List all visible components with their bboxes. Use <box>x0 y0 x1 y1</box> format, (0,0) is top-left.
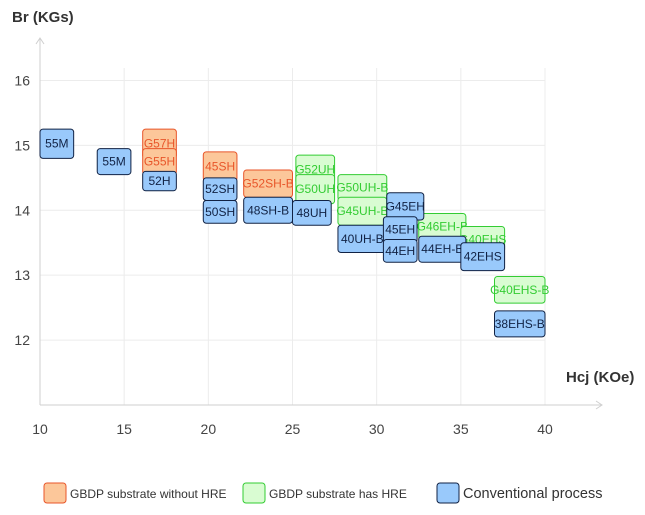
data-label: G50UH <box>295 182 335 196</box>
legend: GBDP substrate without HRE GBDP substrate… <box>43 482 602 504</box>
legend-swatch <box>436 482 460 504</box>
data-label: G45UH-B <box>336 204 388 218</box>
legend-label: GBDP substrate has HRE <box>269 487 407 501</box>
data-label: G45EH <box>386 199 425 213</box>
x-tick-label: 35 <box>453 421 469 437</box>
y-tick-label: 16 <box>14 72 30 88</box>
data-label: 38EHS-B <box>495 317 545 331</box>
legend-label: Conventional process <box>463 486 602 502</box>
data-label: 45EH <box>385 223 415 237</box>
data-label: 44EH <box>385 244 415 258</box>
axes: Br (KGs) Hcj (KOe) 10 15 20 25 30 35 40 12 13 14 1… <box>12 9 634 437</box>
data-box <box>460 242 506 272</box>
data-label: G57H <box>144 137 175 151</box>
x-tick-label: 25 <box>285 421 301 437</box>
data-box <box>96 148 132 176</box>
data-box <box>39 128 75 159</box>
y-tick-label: 12 <box>14 332 30 348</box>
data-label: 40UH-B <box>341 232 384 246</box>
data-label: 44EH-B <box>421 242 463 256</box>
x-tick-label: 15 <box>116 421 132 437</box>
data-label: G46EH-B <box>417 220 468 234</box>
x-tick-label: 20 <box>201 421 217 437</box>
data-label: 52H <box>149 174 171 188</box>
data-label: 48UH <box>297 206 328 220</box>
y-axis-title: Br (KGs) <box>12 9 74 26</box>
data-box <box>494 310 546 338</box>
data-label: G55H <box>144 155 175 169</box>
data-label: 52SH <box>205 182 235 196</box>
data-label: G52SH-B <box>242 177 293 191</box>
data-label: 55M <box>102 155 125 169</box>
x-axis-arrow <box>595 400 603 410</box>
y-tick-label: 15 <box>14 137 30 153</box>
data-label: G40EHS-B <box>490 283 549 297</box>
data-label: 50SH <box>205 205 235 219</box>
data-box <box>292 200 332 226</box>
y-tick-label: 13 <box>14 267 30 283</box>
y-tick-label: 14 <box>14 202 30 218</box>
legend-swatch <box>242 482 266 504</box>
y-axis-arrow <box>35 37 45 45</box>
data-label: G50UH-B <box>336 181 388 195</box>
data-label: 48SH-B <box>247 203 289 217</box>
data-label: 55M <box>45 137 68 151</box>
data-label: G52UH <box>295 163 335 177</box>
legend-label: GBDP substrate without HRE <box>70 487 227 501</box>
data-label: 42EHS <box>464 250 502 264</box>
x-tick-label: 40 <box>537 421 553 437</box>
legend-swatch <box>43 482 67 504</box>
x-tick-label: 10 <box>32 421 48 437</box>
data-box <box>494 275 546 304</box>
data-box <box>382 238 418 263</box>
x-tick-label: 30 <box>369 421 385 437</box>
data-box <box>202 200 238 224</box>
data-label: 45SH <box>205 159 235 173</box>
data-box <box>142 170 177 192</box>
x-axis-title: Hcj (KOe) <box>566 369 634 386</box>
